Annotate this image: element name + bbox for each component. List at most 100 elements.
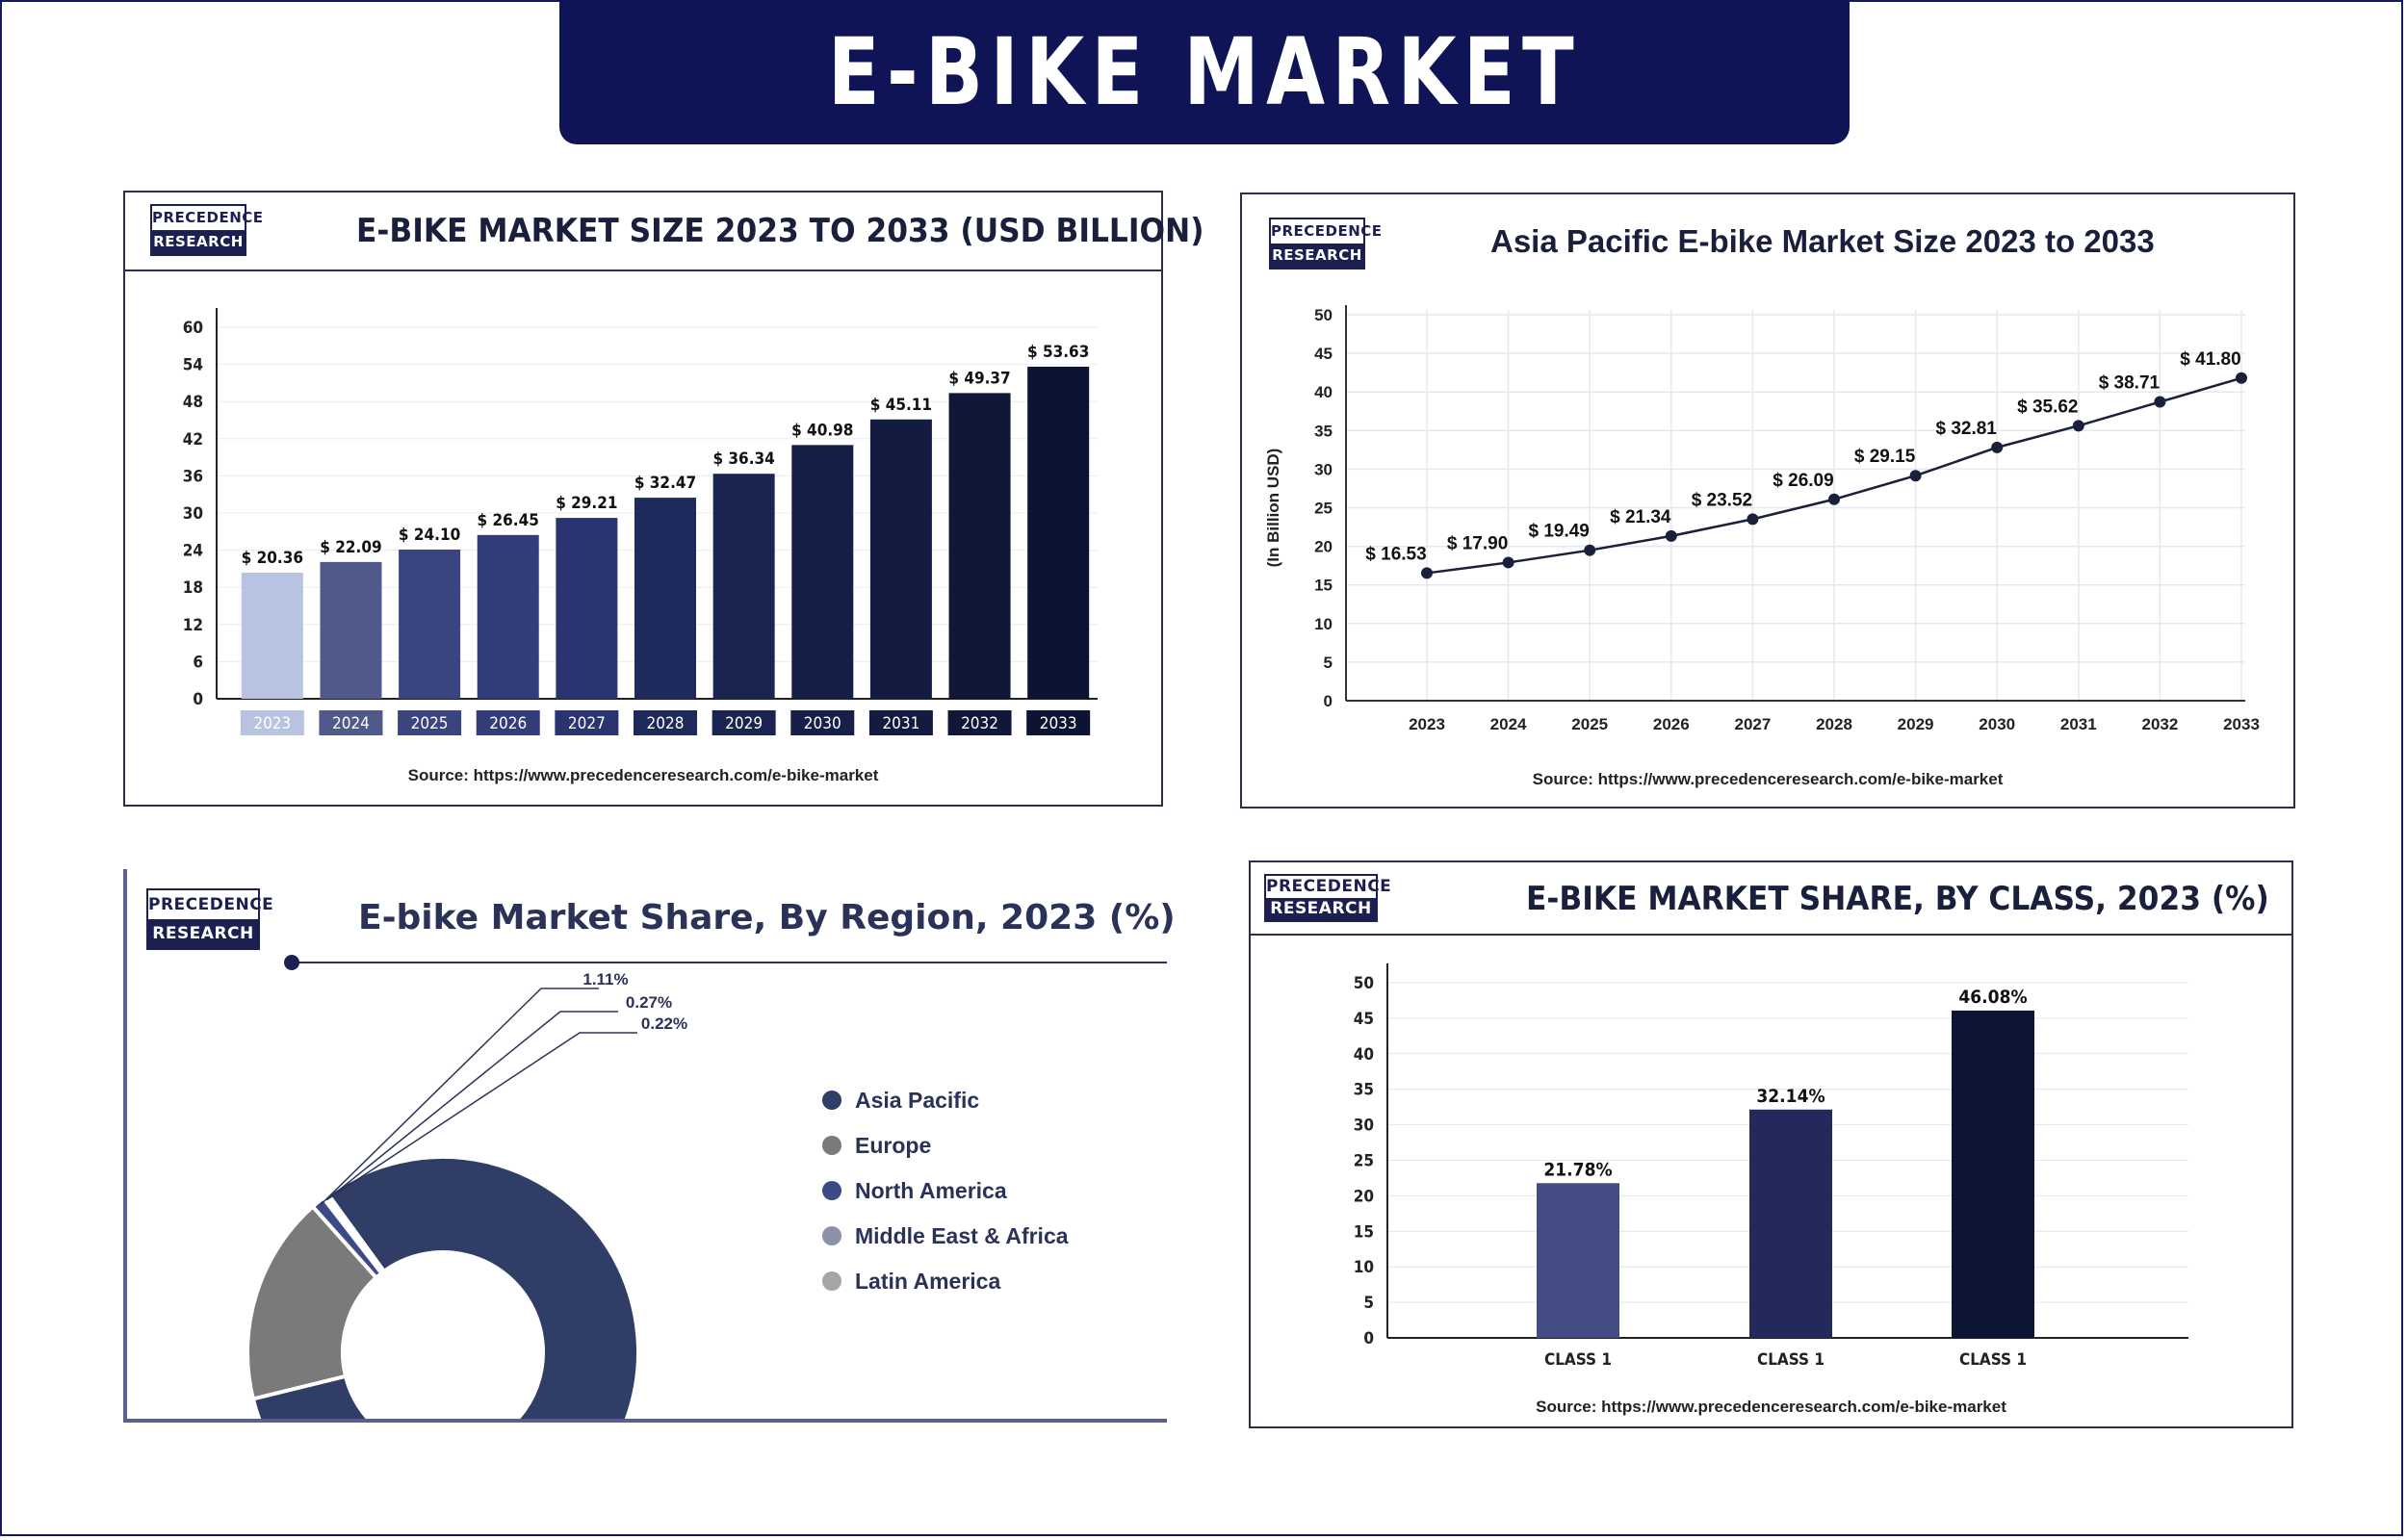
- y-tick-label: 10: [1354, 1258, 1374, 1277]
- legend-label: North America: [855, 1178, 1007, 1203]
- logo-top-text: PRECEDENCE: [1271, 222, 1383, 240]
- data-label: $ 17.90: [1447, 533, 1508, 553]
- data-label: $ 49.37: [948, 369, 1010, 388]
- y-tick-label: 0: [1324, 692, 1333, 710]
- x-tick-label: 2029: [1898, 715, 1934, 733]
- class-title: E-BIKE MARKET SHARE, BY CLASS, 2023 (%): [1526, 880, 2269, 918]
- data-point: [1502, 556, 1514, 569]
- y-tick-label: 45: [1354, 1010, 1374, 1029]
- data-label: $ 53.63: [1027, 343, 1089, 362]
- x-tick-box: [712, 710, 776, 735]
- apac-source: Source: https://www.precedenceresearch.c…: [1532, 770, 2004, 788]
- y-tick-label: 25: [1354, 1152, 1374, 1171]
- logo-bottom-text: RESEARCH: [148, 919, 258, 948]
- y-tick-label: 12: [183, 616, 203, 635]
- class-panel: PRECEDENCE RESEARCH E-BIKE MARKET SHARE,…: [1249, 860, 2293, 1428]
- y-tick-label: 45: [1314, 345, 1333, 363]
- precedence-logo: PRECEDENCE RESEARCH: [1269, 218, 1383, 270]
- data-label: $ 19.49: [1528, 522, 1589, 542]
- data-label: $ 32.47: [634, 474, 696, 493]
- data-point: [1584, 544, 1596, 556]
- y-tick-label: 0: [1363, 1329, 1374, 1348]
- region-chart: 81.17%17.23%1.11%0.27%0.22%Asia PacificE…: [246, 970, 1069, 1419]
- page-banner: E-BIKE MARKET: [559, 0, 1850, 144]
- y-tick-label: 35: [1354, 1081, 1374, 1100]
- data-label: $ 21.34: [1610, 507, 1671, 527]
- market-size-chart: 0 6 12 18 24 30 36 42 48 54 60 $ 20.36 2023 $ 22.09 20…: [183, 308, 1098, 735]
- title-underline: [291, 962, 1167, 963]
- y-tick-label: 48: [183, 393, 203, 412]
- x-tick-box: [634, 710, 697, 735]
- bar: [556, 518, 618, 699]
- y-tick-label: 20: [1314, 538, 1333, 556]
- y-axis-label: (In Billion USD): [1264, 449, 1282, 568]
- x-tick-label: 2024: [1490, 715, 1527, 733]
- region-panel: PRECEDENCE RESEARCH E-bike Market Share,…: [123, 869, 1176, 1423]
- bar: [634, 498, 696, 699]
- leader-line: [328, 1032, 637, 1199]
- y-tick-label: 10: [1314, 615, 1333, 633]
- legend-label: Latin America: [855, 1269, 1000, 1294]
- slice-label: 17.23%: [397, 1022, 455, 1041]
- x-tick-label: 2033: [2223, 715, 2260, 733]
- apac-title: Asia Pacific E-bike Market Size 2023 to …: [1490, 223, 2155, 259]
- y-tick-label: 5: [1324, 654, 1333, 672]
- data-label: $ 16.53: [1365, 544, 1426, 564]
- logo-bottom-text: RESEARCH: [1266, 898, 1376, 920]
- bar: [869, 419, 932, 699]
- title-divider: [125, 270, 1161, 271]
- x-tick-label: 2026: [1653, 715, 1690, 733]
- bar: [712, 474, 775, 699]
- y-tick-label: 40: [1354, 1045, 1374, 1065]
- x-tick-label: 2030: [804, 714, 841, 733]
- logo-top-text: PRECEDENCE: [1266, 877, 1392, 896]
- x-tick-box: [476, 710, 540, 735]
- data-label: $ 36.34: [712, 449, 774, 469]
- region-title: E-bike Market Share, By Region, 2023 (%): [358, 898, 1176, 937]
- slice-label: 1.11%: [582, 970, 628, 988]
- page-title: E-BIKE MARKET: [827, 18, 1582, 126]
- legend-label: Asia Pacific: [855, 1088, 979, 1113]
- logo-bottom-text: RESEARCH: [152, 230, 245, 254]
- bar: [1027, 366, 1090, 699]
- data-label: $ 32.81: [1935, 419, 1997, 439]
- x-tick-label: 2027: [568, 714, 606, 733]
- legend-marker: [822, 1136, 841, 1155]
- y-tick-label: 35: [1314, 422, 1333, 440]
- logo-top-text: PRECEDENCE: [148, 895, 274, 914]
- title-underline-dot: [284, 955, 299, 970]
- x-tick-label: 2025: [1571, 715, 1608, 733]
- y-tick-label: 20: [1354, 1187, 1374, 1206]
- x-tick-label: 2030: [1979, 715, 2015, 733]
- x-tick-label: 2028: [647, 714, 685, 733]
- data-point: [2154, 396, 2166, 408]
- data-label: $ 23.52: [1692, 490, 1752, 510]
- slice-label: 0.22%: [641, 1014, 687, 1033]
- bar: [791, 445, 854, 699]
- leader-line: [320, 988, 599, 1206]
- x-tick-label: 2031: [882, 714, 919, 733]
- y-tick-label: 5: [1363, 1294, 1374, 1313]
- x-tick-box: [319, 710, 383, 735]
- legend-label: Middle East & Africa: [855, 1223, 1069, 1248]
- data-label: 21.78%: [1543, 1159, 1612, 1180]
- y-tick-label: 15: [1314, 577, 1333, 595]
- y-tick-label: 15: [1354, 1222, 1374, 1242]
- legend-marker: [822, 1271, 841, 1291]
- y-tick-label: 6: [193, 653, 203, 672]
- y-tick-label: 30: [183, 504, 203, 524]
- data-label: $ 29.15: [1854, 447, 1916, 467]
- y-tick-label: 30: [1314, 460, 1333, 478]
- donut-slice: [246, 1203, 379, 1401]
- logo-top-text: PRECEDENCE: [152, 209, 264, 226]
- bar: [1749, 1109, 1832, 1338]
- y-tick-label: 36: [183, 467, 203, 486]
- bar: [948, 393, 1011, 699]
- x-tick-box: [1026, 710, 1091, 735]
- donut-slice: [323, 1191, 387, 1275]
- data-point: [2236, 372, 2247, 384]
- y-tick-label: 50: [1354, 974, 1374, 993]
- y-tick-label: 54: [183, 356, 203, 375]
- data-label: $ 26.45: [478, 511, 539, 530]
